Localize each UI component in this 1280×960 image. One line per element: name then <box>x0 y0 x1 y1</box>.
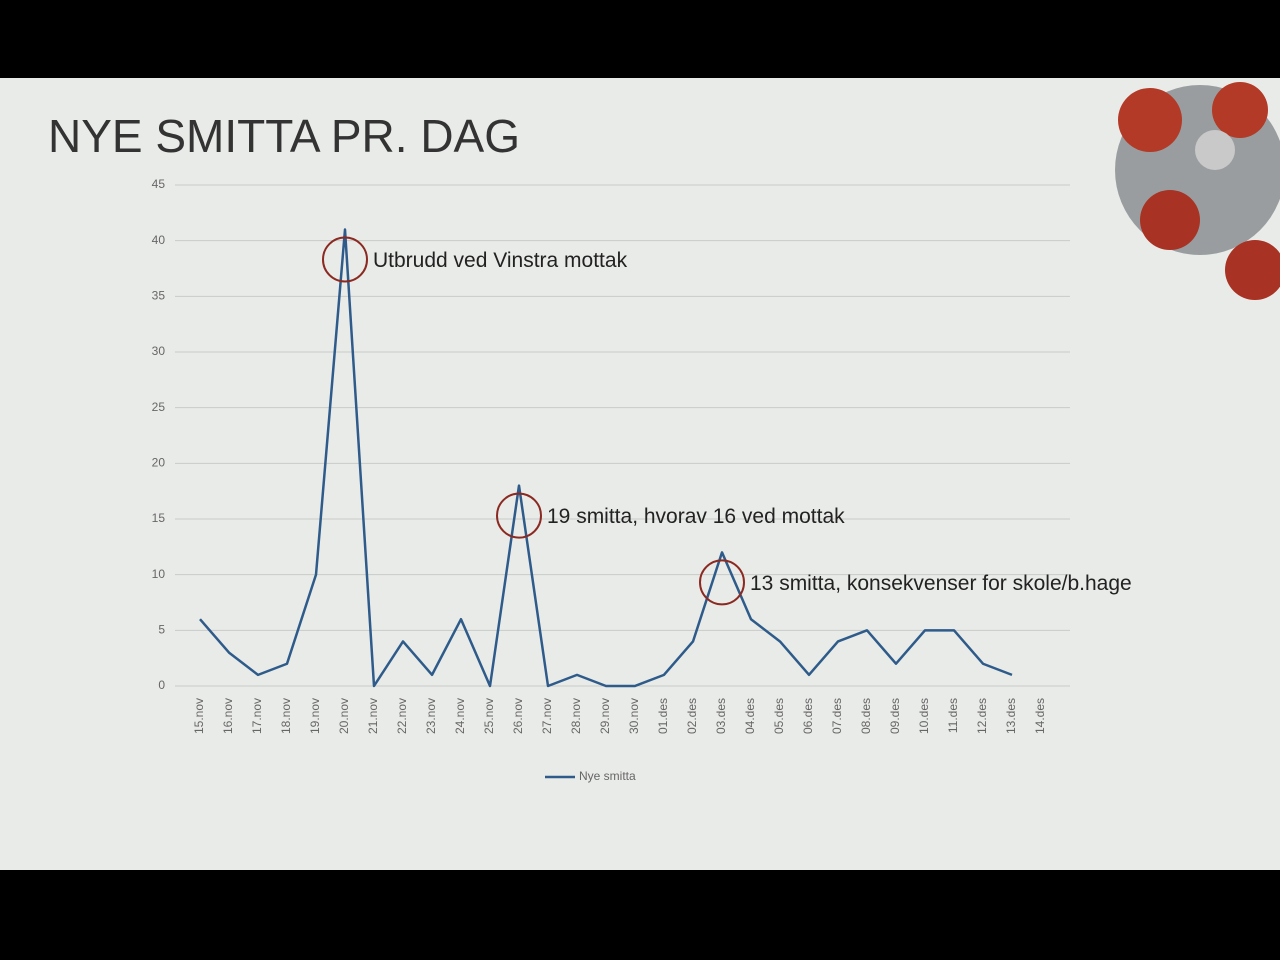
x-tick-label: 02.des <box>685 698 699 734</box>
chart-title: NYE SMITTA PR. DAG <box>48 110 520 162</box>
annotation-text: 13 smitta, konsekvenser for skole/b.hage <box>750 572 1132 595</box>
x-tick-label: 22.nov <box>395 698 409 734</box>
virus-decoration <box>1115 82 1280 300</box>
x-tick-label: 17.nov <box>250 698 264 734</box>
legend-label: Nye smitta <box>579 769 636 783</box>
x-tick-label: 09.des <box>888 698 902 734</box>
x-tick-label: 14.des <box>1033 698 1047 734</box>
x-tick-label: 05.des <box>772 698 786 734</box>
x-tick-label: 08.des <box>859 698 873 734</box>
x-tick-label: 18.nov <box>279 698 293 734</box>
x-tick-label: 29.nov <box>598 698 612 734</box>
x-tick-label: 24.nov <box>453 698 467 734</box>
y-tick-label: 40 <box>152 233 166 247</box>
x-tick-label: 25.nov <box>482 698 496 734</box>
y-tick-label: 5 <box>158 623 165 637</box>
x-tick-label: 26.nov <box>511 698 525 734</box>
x-tick-label: 23.nov <box>424 698 438 734</box>
x-tick-label: 30.nov <box>627 698 641 734</box>
x-tick-label: 12.des <box>975 698 989 734</box>
y-tick-label: 35 <box>152 289 166 303</box>
annotation-text: 19 smitta, hvorav 16 ved mottak <box>547 505 845 528</box>
x-tick-label: 03.des <box>714 698 728 734</box>
x-tick-label: 21.nov <box>366 698 380 734</box>
x-tick-label: 20.nov <box>337 698 351 734</box>
y-tick-label: 0 <box>158 678 165 692</box>
x-tick-label: 06.des <box>801 698 815 734</box>
y-tick-label: 25 <box>152 400 166 414</box>
x-tick-label: 11.des <box>946 698 960 733</box>
legend: Nye smitta <box>545 769 636 783</box>
series-line <box>199 228 1013 688</box>
x-tick-label: 13.des <box>1004 698 1018 734</box>
x-tick-label: 07.des <box>830 698 844 734</box>
x-tick-label: 01.des <box>656 698 670 734</box>
x-tick-label: 15.nov <box>192 698 206 734</box>
x-tick-label: 16.nov <box>221 698 235 734</box>
slide <box>0 78 1280 870</box>
y-tick-label: 10 <box>152 567 166 581</box>
annotation-circle <box>322 236 368 283</box>
annotation-circle <box>699 559 745 606</box>
annotation-text: Utbrudd ved Vinstra mottak <box>373 249 628 272</box>
y-tick-label: 15 <box>152 511 166 525</box>
y-tick-label: 45 <box>152 177 166 191</box>
y-tick-label: 20 <box>152 456 166 470</box>
x-tick-label: 28.nov <box>569 698 583 734</box>
x-tick-label: 10.des <box>917 698 931 734</box>
y-tick-label: 30 <box>152 344 166 358</box>
x-tick-label: 04.des <box>743 698 757 734</box>
x-tick-label: 27.nov <box>540 698 554 734</box>
annotation-circle <box>496 492 542 539</box>
x-tick-label: 19.nov <box>308 698 322 734</box>
